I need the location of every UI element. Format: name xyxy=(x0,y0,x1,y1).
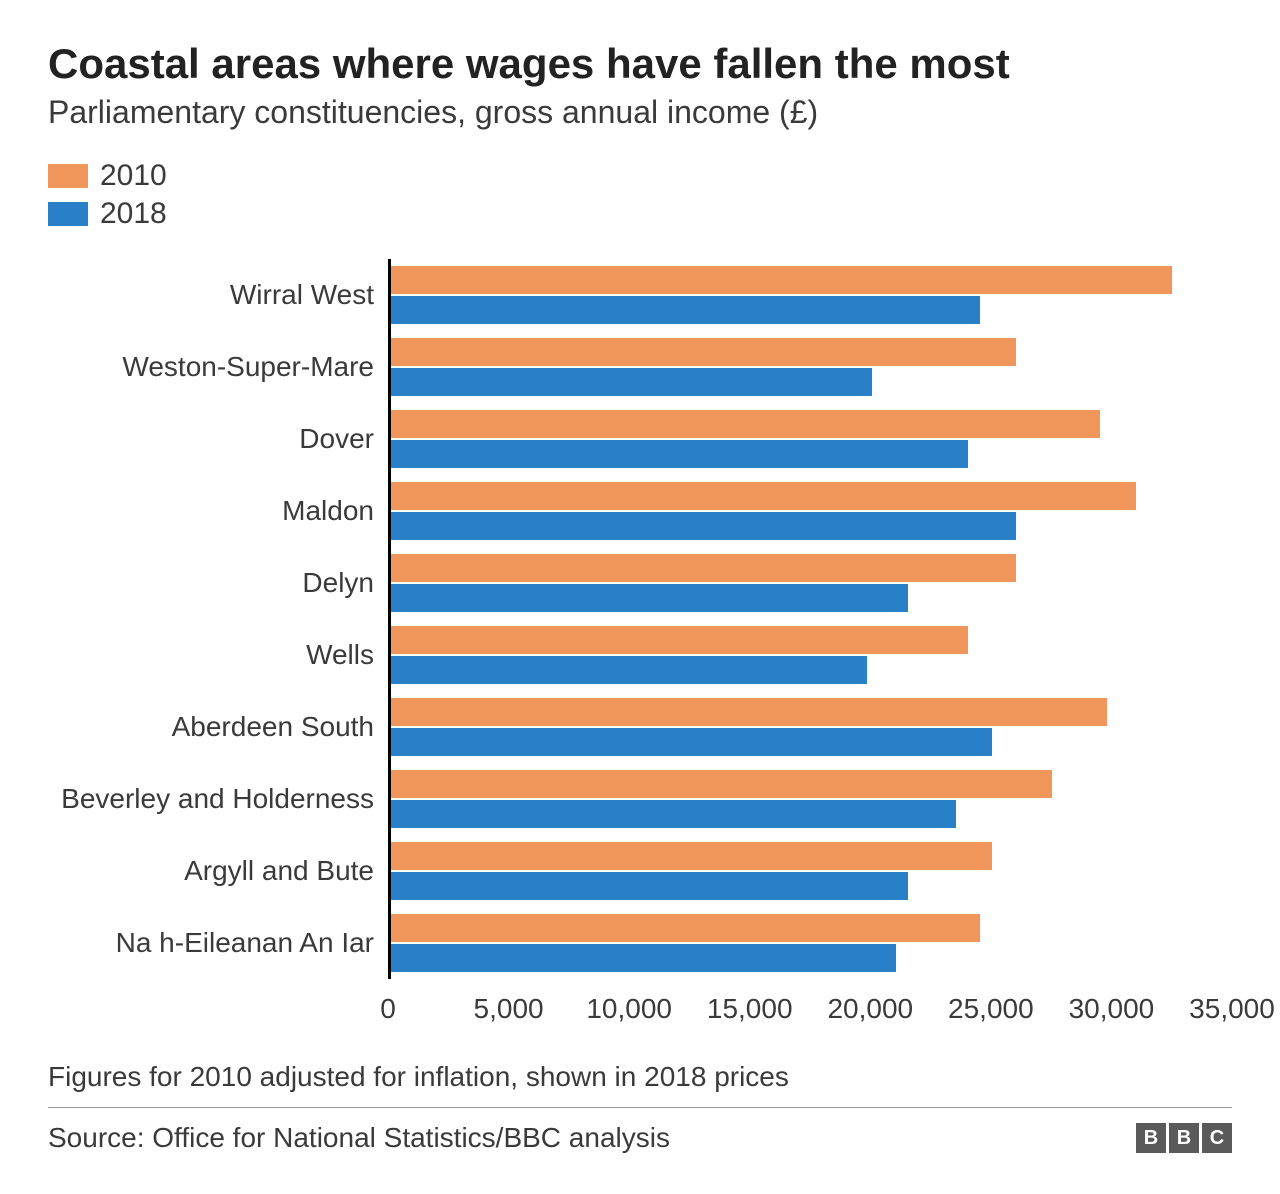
bar-2018 xyxy=(391,512,1016,540)
bar-2010 xyxy=(391,770,1052,798)
bar-2010 xyxy=(391,410,1100,438)
bar-2010 xyxy=(391,698,1107,726)
bar-2018 xyxy=(391,872,908,900)
bar-2010 xyxy=(391,266,1172,294)
chart-row: Wells xyxy=(48,619,1232,691)
x-tick-label: 5,000 xyxy=(474,993,544,1025)
chart-row: Aberdeen South xyxy=(48,691,1232,763)
chart-area: Wirral West Weston-Super-Mare Dover Maldon D… xyxy=(48,259,1232,1031)
y-axis-label: Wirral West xyxy=(48,279,388,311)
bar-2010 xyxy=(391,842,992,870)
x-tick-label: 20,000 xyxy=(827,993,913,1025)
x-tick-label: 15,000 xyxy=(707,993,793,1025)
bar-2010 xyxy=(391,914,980,942)
legend-swatch-icon xyxy=(48,164,88,188)
x-tick-label: 10,000 xyxy=(586,993,672,1025)
x-tick-label: 25,000 xyxy=(948,993,1034,1025)
bar-group xyxy=(388,619,1232,691)
bar-2018 xyxy=(391,368,872,396)
bar-2018 xyxy=(391,440,968,468)
x-axis: 05,00010,00015,00020,00025,00030,00035,0… xyxy=(48,985,1232,1031)
bbc-letter: B xyxy=(1136,1123,1166,1153)
legend-swatch-icon xyxy=(48,202,88,226)
bar-2010 xyxy=(391,482,1136,510)
bar-group xyxy=(388,259,1232,331)
bar-group xyxy=(388,403,1232,475)
y-axis-label: Wells xyxy=(48,639,388,671)
legend: 2010 2018 xyxy=(48,159,1232,231)
bar-2018 xyxy=(391,656,867,684)
bar-2018 xyxy=(391,800,956,828)
bar-group xyxy=(388,331,1232,403)
footnote: Figures for 2010 adjusted for inflation,… xyxy=(48,1043,1232,1108)
chart-title: Coastal areas where wages have fallen th… xyxy=(48,40,1232,88)
bar-group xyxy=(388,547,1232,619)
chart-row: Dover xyxy=(48,403,1232,475)
chart-row: Argyll and Bute xyxy=(48,835,1232,907)
y-axis-label: Weston-Super-Mare xyxy=(48,351,388,383)
bar-2010 xyxy=(391,626,968,654)
chart-row: Weston-Super-Mare xyxy=(48,331,1232,403)
bar-group xyxy=(388,691,1232,763)
y-axis-label: Argyll and Bute xyxy=(48,855,388,887)
bbc-logo-icon: BBC xyxy=(1136,1123,1232,1153)
bar-2018 xyxy=(391,728,992,756)
y-axis-label: Beverley and Holderness xyxy=(48,783,388,815)
chart-row: Na h-Eileanan An Iar xyxy=(48,907,1232,979)
chart-row: Delyn xyxy=(48,547,1232,619)
bar-2018 xyxy=(391,944,896,972)
legend-item: 2018 xyxy=(48,197,1232,231)
legend-item: 2010 xyxy=(48,159,1232,193)
y-axis-label: Aberdeen South xyxy=(48,711,388,743)
y-axis-label: Delyn xyxy=(48,567,388,599)
chart-row: Wirral West xyxy=(48,259,1232,331)
source-text: Source: Office for National Statistics/B… xyxy=(48,1122,670,1154)
y-axis-label: Maldon xyxy=(48,495,388,527)
legend-label: 2010 xyxy=(100,159,167,193)
x-tick-label: 0 xyxy=(380,993,396,1025)
bar-2010 xyxy=(391,554,1016,582)
chart-row: Beverley and Holderness xyxy=(48,763,1232,835)
legend-label: 2018 xyxy=(100,197,167,231)
bar-2018 xyxy=(391,584,908,612)
bar-group xyxy=(388,835,1232,907)
x-tick-label: 30,000 xyxy=(1069,993,1155,1025)
bar-group xyxy=(388,907,1232,979)
x-tick-label: 35,000 xyxy=(1189,993,1275,1025)
bar-2018 xyxy=(391,296,980,324)
chart-subtitle: Parliamentary constituencies, gross annu… xyxy=(48,94,1232,131)
chart-row: Maldon xyxy=(48,475,1232,547)
bbc-letter: B xyxy=(1169,1123,1199,1153)
bar-group xyxy=(388,763,1232,835)
y-axis-label: Dover xyxy=(48,423,388,455)
bbc-letter: C xyxy=(1202,1123,1232,1153)
bar-2010 xyxy=(391,338,1016,366)
y-axis-label: Na h-Eileanan An Iar xyxy=(48,927,388,959)
bar-group xyxy=(388,475,1232,547)
